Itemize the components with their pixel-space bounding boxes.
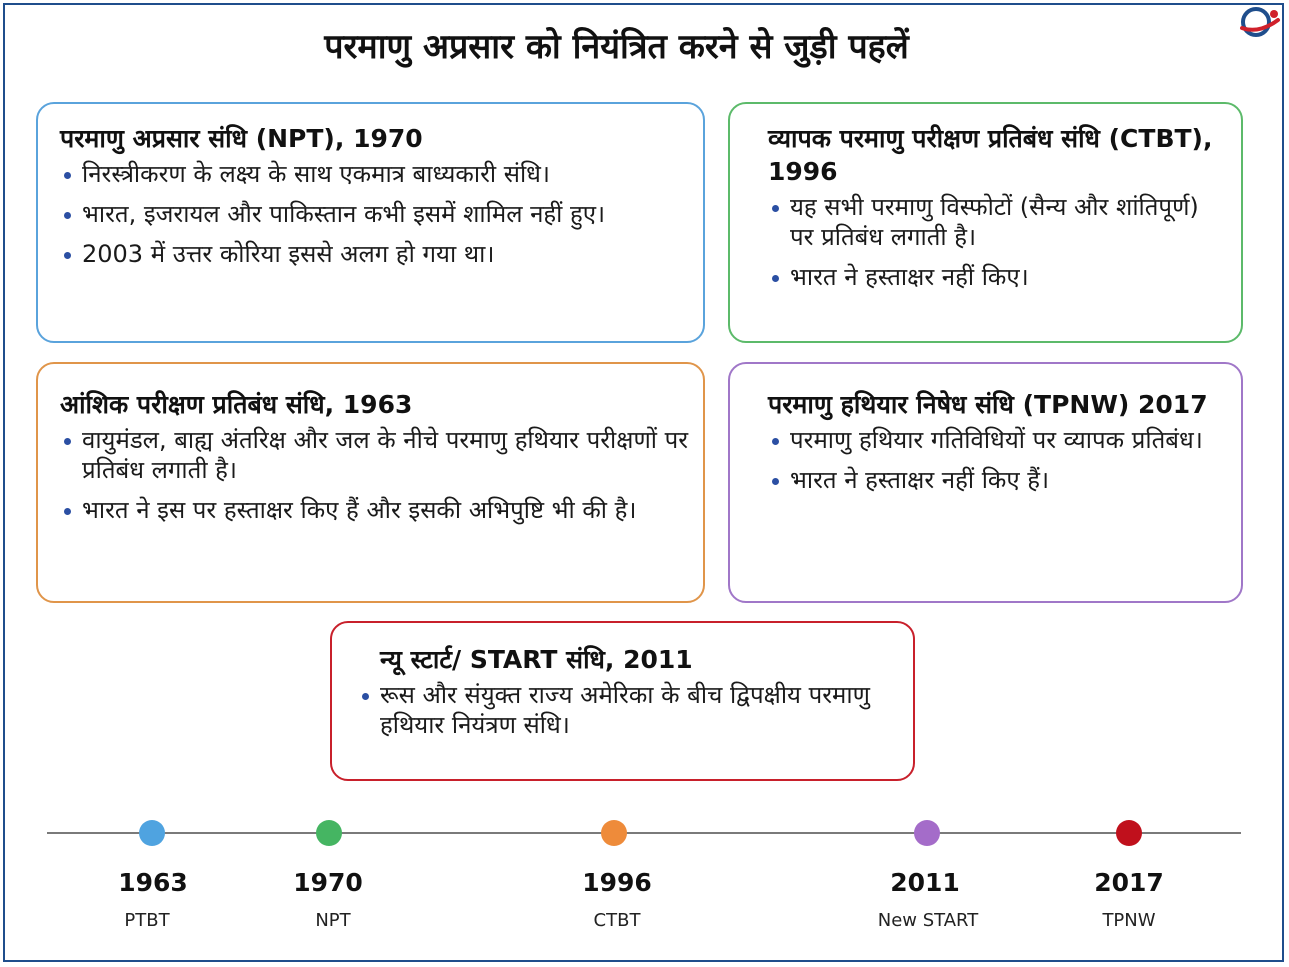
page-title: परमाणु अप्रसार को नियंत्रित करने से जुड़… <box>324 27 909 67</box>
timeline-dot-1963 <box>139 820 165 846</box>
card-tpnw: परमाणु हथियार निषेध संधि (TPNW) 2017 परम… <box>728 362 1243 603</box>
timeline-label: TPNW <box>1102 910 1156 931</box>
timeline-axis <box>47 832 1241 834</box>
bullet-point: निरस्त्रीकरण के लक्ष्य के साथ एकमात्र बा… <box>60 159 689 189</box>
card-npt: परमाणु अप्रसार संधि (NPT), 1970 निरस्त्र… <box>36 102 705 343</box>
card-heading: परमाणु अप्रसार संधि (NPT), 1970 <box>60 124 423 153</box>
brand-logo-icon <box>1240 7 1280 37</box>
bullet-point: भारत, इजरायल और पाकिस्तान कभी इसमें शामि… <box>60 199 689 229</box>
card-points: निरस्त्रीकरण के लक्ष्य के साथ एकमात्र बा… <box>60 159 689 269</box>
timeline-year: 1963 <box>118 868 188 897</box>
timeline-label: PTBT <box>124 910 170 931</box>
timeline-year: 2011 <box>890 868 960 897</box>
timeline-label: NPT <box>315 910 351 931</box>
card-points: परमाणु हथियार गतिविधियों पर व्यापक प्रति… <box>768 425 1227 495</box>
bullet-point: रूस और संयुक्त राज्य अमेरिका के बीच द्वि… <box>358 680 899 740</box>
card-heading: परमाणु हथियार निषेध संधि (TPNW) 2017 <box>768 390 1208 419</box>
timeline-year: 1970 <box>293 868 363 897</box>
bullet-point: भारत ने इस पर हस्ताक्षर किए हैं और इसकी … <box>60 495 689 525</box>
timeline-label: CTBT <box>593 910 641 931</box>
bullet-point: यह सभी परमाणु विस्फोटों (सैन्य और शांतिप… <box>768 192 1227 252</box>
timeline-year: 1996 <box>582 868 652 897</box>
card-heading: आंशिक परीक्षण प्रतिबंध संधि, 1963 <box>60 390 413 419</box>
card-ptbt: आंशिक परीक्षण प्रतिबंध संधि, 1963 वायुमं… <box>36 362 705 603</box>
bullet-point: भारत ने हस्ताक्षर नहीं किए हैं। <box>768 465 1227 495</box>
card-points: रूस और संयुक्त राज्य अमेरिका के बीच द्वि… <box>358 680 899 740</box>
card-heading: न्यू स्टार्ट/ START संधि, 2011 <box>380 645 693 674</box>
timeline-year: 2017 <box>1094 868 1164 897</box>
card-ctbt: व्यापक परमाणु परीक्षण प्रतिबंध संधि (CTB… <box>728 102 1243 343</box>
card-points: वायुमंडल, बाह्य अंतरिक्ष और जल के नीचे प… <box>60 425 689 525</box>
bullet-point: परमाणु हथियार गतिविधियों पर व्यापक प्रति… <box>768 425 1227 455</box>
bullet-point: वायुमंडल, बाह्य अंतरिक्ष और जल के नीचे प… <box>60 425 689 485</box>
bullet-point: 2003 में उत्तर कोरिया इससे अलग हो गया था… <box>60 239 689 269</box>
timeline-dot-1996 <box>601 820 627 846</box>
card-heading: व्यापक परमाणु परीक्षण प्रतिबंध संधि (CTB… <box>768 124 1213 186</box>
card-start: न्यू स्टार्ट/ START संधि, 2011 रूस और सं… <box>330 621 915 781</box>
outer-frame <box>3 3 1284 962</box>
card-points: यह सभी परमाणु विस्फोटों (सैन्य और शांतिप… <box>768 192 1227 292</box>
timeline-label: New START <box>877 910 979 931</box>
timeline-dot-2017 <box>1116 820 1142 846</box>
bullet-point: भारत ने हस्ताक्षर नहीं किए। <box>768 262 1227 292</box>
timeline-dot-2011 <box>914 820 940 846</box>
timeline-dot-1970 <box>316 820 342 846</box>
